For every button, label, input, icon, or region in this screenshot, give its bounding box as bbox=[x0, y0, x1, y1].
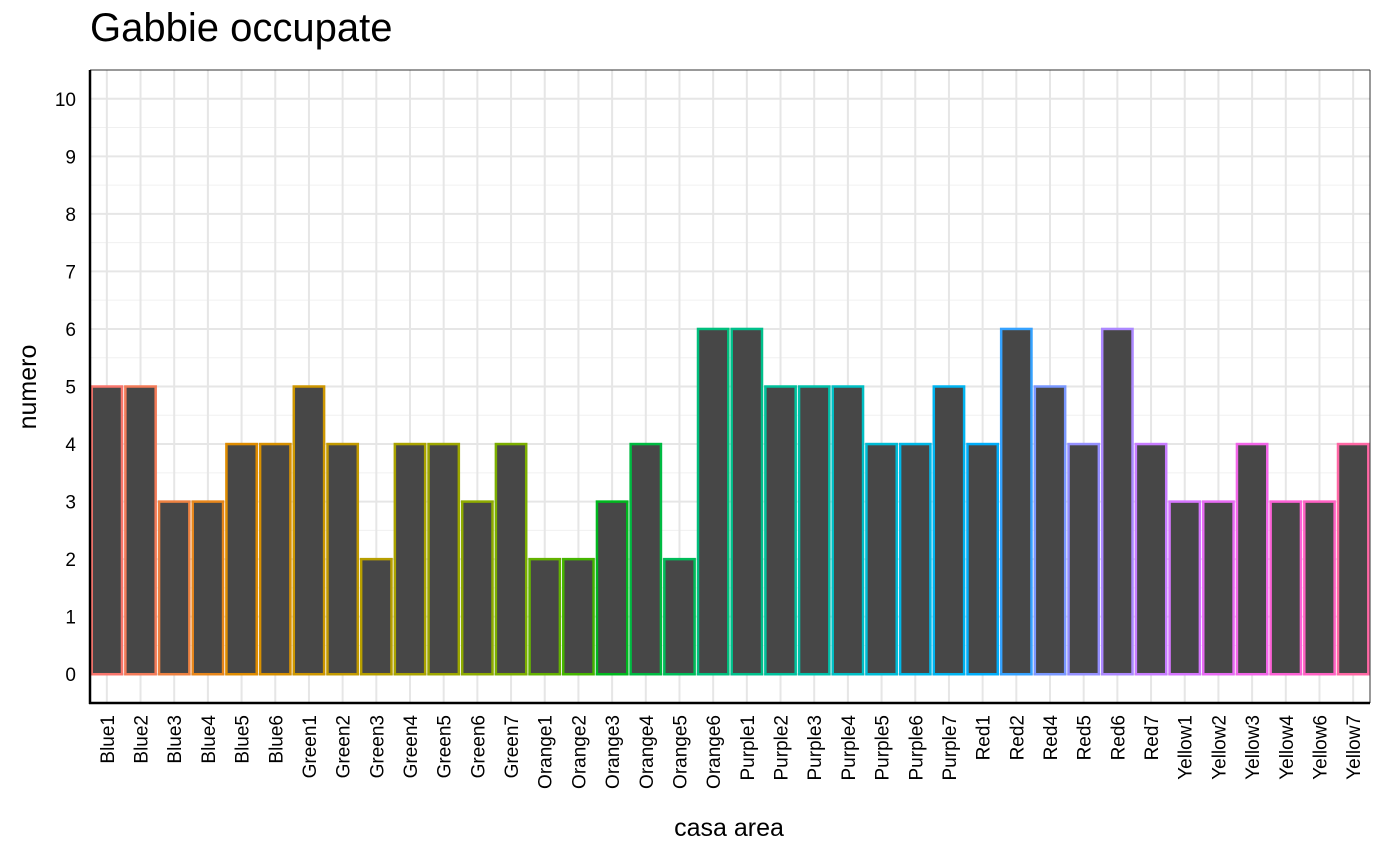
bar-blue6 bbox=[258, 442, 292, 676]
x-tick-label: Green5 bbox=[435, 715, 456, 778]
x-tick-label: Orange6 bbox=[704, 715, 725, 789]
x-tick-label: Blue5 bbox=[233, 715, 254, 764]
y-tick-label: 8 bbox=[65, 205, 76, 226]
x-tick-label: Orange1 bbox=[536, 715, 557, 789]
x-tick-label: Yellow2 bbox=[1209, 715, 1230, 780]
x-tick-label: Yellow6 bbox=[1310, 715, 1331, 780]
x-tick-label: Green4 bbox=[401, 715, 422, 779]
y-tick-label: 1 bbox=[65, 608, 76, 629]
y-tick-label: 2 bbox=[65, 550, 76, 571]
bar-red6 bbox=[1100, 327, 1134, 676]
bar-purple3 bbox=[797, 385, 831, 676]
axes bbox=[88, 69, 1371, 705]
x-tick-label: Orange3 bbox=[603, 715, 624, 789]
bar-purple1 bbox=[730, 327, 764, 676]
x-tick-label: Red7 bbox=[1142, 715, 1163, 760]
x-tick-label: Blue6 bbox=[266, 715, 287, 764]
x-tick-label: Red4 bbox=[1041, 715, 1062, 761]
bar-blue2 bbox=[124, 385, 157, 676]
bar-blue5 bbox=[225, 442, 258, 676]
x-tick-label: Orange5 bbox=[670, 715, 691, 789]
bars bbox=[90, 327, 1370, 676]
bar-green7 bbox=[494, 442, 528, 676]
x-axis-title: casa area bbox=[674, 814, 784, 842]
y-tick-label: 4 bbox=[65, 435, 76, 456]
bar-blue4 bbox=[191, 500, 225, 676]
y-axis-title: numero bbox=[14, 345, 42, 430]
x-tick-label: Yellow7 bbox=[1344, 715, 1365, 780]
x-tick-label: Purple3 bbox=[805, 715, 826, 781]
bar-purple4 bbox=[831, 385, 865, 676]
bar-yellow1 bbox=[1168, 500, 1202, 676]
x-tick-label: Blue2 bbox=[132, 715, 153, 764]
x-tick-label: Orange4 bbox=[637, 715, 658, 789]
x-tick-label: Blue3 bbox=[165, 715, 186, 764]
bar-yellow6 bbox=[1303, 500, 1336, 676]
x-tick-label: Purple7 bbox=[940, 715, 961, 781]
y-tick-label: 6 bbox=[65, 320, 76, 341]
x-tick-label: Purple6 bbox=[906, 715, 927, 781]
y-tick-labels: 0 1 2 3 4 5 6 7 8 9 10 bbox=[55, 90, 77, 686]
x-tick-label: Orange2 bbox=[569, 715, 590, 789]
bar-red7 bbox=[1134, 442, 1168, 676]
bar-green5 bbox=[427, 442, 461, 676]
bar-purple7 bbox=[932, 385, 966, 676]
x-tick-label: Purple1 bbox=[738, 715, 759, 781]
chart-title: Gabbie occupate bbox=[90, 6, 393, 50]
bar-purple6 bbox=[898, 442, 932, 676]
y-tick-label: 0 bbox=[65, 665, 76, 686]
x-tick-label: Yellow4 bbox=[1277, 715, 1298, 780]
y-tick-label: 5 bbox=[65, 378, 76, 399]
bar-green3 bbox=[359, 557, 393, 676]
bar-yellow7 bbox=[1336, 442, 1370, 676]
bar-orange2 bbox=[562, 557, 595, 676]
x-tick-label: Green2 bbox=[334, 715, 355, 778]
x-tick-label: Purple2 bbox=[772, 715, 793, 781]
bar-yellow4 bbox=[1269, 500, 1303, 676]
x-tick-labels: Blue1 Blue2 Blue3 Blue4 Blue5 Blue6 Green1 Gree… bbox=[98, 715, 1365, 789]
bar-orange1 bbox=[528, 557, 562, 676]
x-tick-label: Purple5 bbox=[873, 715, 894, 781]
bar-green6 bbox=[460, 500, 494, 676]
bar-green1 bbox=[292, 385, 326, 676]
x-tick-label: Red1 bbox=[974, 715, 995, 760]
bar-red1 bbox=[966, 442, 1000, 676]
bar-orange5 bbox=[663, 557, 696, 676]
bar-orange3 bbox=[595, 500, 629, 676]
x-tick-label: Green1 bbox=[300, 715, 321, 778]
x-tick-label: Yellow3 bbox=[1243, 715, 1264, 780]
x-tick-label: Green3 bbox=[367, 715, 388, 778]
x-tick-label: Red2 bbox=[1007, 715, 1028, 760]
x-tick-label: Purple4 bbox=[839, 715, 860, 781]
bar-green4 bbox=[393, 442, 427, 676]
x-tick-label: Green7 bbox=[502, 715, 523, 778]
bar-yellow2 bbox=[1202, 500, 1235, 676]
x-tick-label: Blue4 bbox=[199, 715, 220, 764]
bar-orange4 bbox=[629, 442, 663, 676]
x-tick-label: Green6 bbox=[468, 715, 489, 778]
x-tick-label: Yellow1 bbox=[1176, 715, 1197, 780]
bar-red2 bbox=[999, 327, 1033, 676]
bar-orange6 bbox=[696, 327, 730, 676]
bar-yellow3 bbox=[1235, 442, 1269, 676]
bar-red5 bbox=[1067, 442, 1101, 676]
y-tick-label: 7 bbox=[65, 262, 76, 283]
bar-purple5 bbox=[865, 442, 898, 676]
y-tick-label: 10 bbox=[55, 90, 76, 111]
bar-purple2 bbox=[764, 385, 797, 676]
y-tick-label: 3 bbox=[65, 493, 76, 514]
bar-green2 bbox=[326, 442, 360, 676]
x-tick-label: Blue1 bbox=[98, 715, 119, 764]
bar-blue1 bbox=[90, 385, 124, 676]
x-tick-label: Red6 bbox=[1108, 715, 1129, 760]
bar-blue3 bbox=[157, 500, 191, 676]
x-tick-label: Red5 bbox=[1075, 715, 1096, 760]
y-tick-label: 9 bbox=[65, 147, 76, 168]
bar-red4 bbox=[1033, 385, 1067, 676]
